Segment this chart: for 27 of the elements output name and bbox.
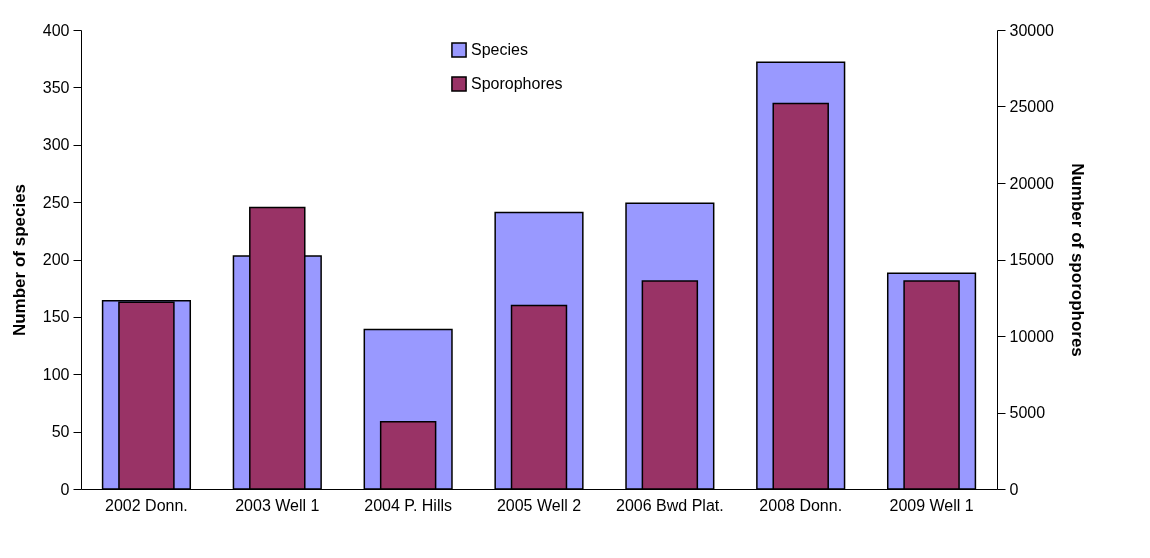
- y-tick-label: 300: [42, 136, 70, 154]
- y2-axis-title: Number of sporophores: [1067, 163, 1087, 357]
- x-tick-label: 2006 Bwd Plat.: [616, 496, 724, 514]
- y2-tick-label: 15000: [1009, 251, 1055, 268]
- y2-tick-label: 25000: [1009, 98, 1055, 115]
- y2-tick-label: 10000: [1009, 327, 1055, 345]
- y-tick-label: 0: [60, 480, 70, 498]
- y-tick-label: 400: [42, 21, 70, 39]
- legend-label: Sporophores: [471, 75, 563, 92]
- y2-tick-label: 0: [1009, 480, 1019, 498]
- x-tick-label: 2003 Well 1: [235, 496, 320, 514]
- x-tick-label: 2005 Well 2: [496, 496, 582, 514]
- y-axis-title: Number of species: [9, 183, 29, 337]
- x-tick-label: 2004 P. Hills: [364, 496, 453, 514]
- y-tick-label: 50: [51, 423, 70, 441]
- y-tick-label: 150: [42, 308, 70, 326]
- x-tick-label: 2008 Donn.: [759, 496, 843, 514]
- x-tick-label: 2002 Donn.: [105, 496, 188, 514]
- y-tick-label: 250: [42, 193, 70, 211]
- legend-label: Species: [471, 41, 528, 58]
- y2-tick-label: 30000: [1009, 21, 1055, 39]
- y2-tick-label: 5000: [1009, 404, 1046, 421]
- y-tick-label: 100: [42, 365, 70, 383]
- y-tick-label: 200: [42, 251, 70, 268]
- y2-tick-label: 20000: [1009, 174, 1055, 192]
- x-tick-label: 2009 Well 1: [889, 496, 974, 514]
- y-tick-label: 350: [42, 78, 70, 96]
